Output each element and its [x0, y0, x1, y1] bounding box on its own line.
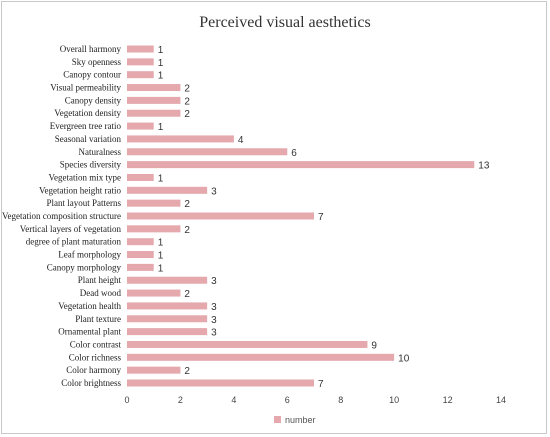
- data-label: 6: [291, 148, 297, 159]
- category-label: Overall harmony: [60, 44, 122, 54]
- data-label: 3: [211, 302, 217, 313]
- data-label: 2: [184, 96, 190, 107]
- data-label: 1: [158, 45, 164, 56]
- bar: [127, 199, 181, 207]
- chart-title: Perceived visual aesthetics: [199, 14, 371, 31]
- x-tick-label: 14: [496, 395, 506, 405]
- category-label: Plant height: [78, 275, 122, 285]
- x-tick-label: 8: [338, 395, 343, 405]
- data-label: 2: [184, 225, 190, 236]
- category-label: Species diversity: [60, 160, 122, 170]
- data-label: 2: [184, 366, 190, 377]
- data-label: 1: [158, 173, 164, 184]
- category-label: Visual permeability: [50, 83, 121, 93]
- x-tick-label: 6: [285, 395, 290, 405]
- category-label: Color richness: [69, 352, 122, 362]
- bar: [127, 302, 208, 310]
- bar: [127, 173, 154, 181]
- bar: [127, 148, 288, 156]
- category-label: Vertical layers of vegetation: [20, 224, 122, 234]
- x-tick-label: 10: [389, 395, 399, 405]
- data-label: 3: [211, 315, 217, 326]
- category-label: Dead wood: [80, 288, 122, 298]
- x-tick-label: 4: [231, 395, 236, 405]
- category-label: Plant layout Patterns: [47, 198, 122, 208]
- data-label: 1: [158, 263, 164, 274]
- category-label: Canopy density: [65, 95, 122, 105]
- data-label: 3: [211, 328, 217, 339]
- category-label: Leaf morphology: [58, 250, 121, 260]
- bar: [127, 45, 154, 53]
- data-label: 2: [184, 289, 190, 300]
- category-label: Color brightness: [61, 378, 121, 388]
- category-label: Vegetation health: [58, 301, 121, 311]
- category-label: Canopy contour: [63, 70, 121, 80]
- category-label: Seasonal variation: [55, 134, 122, 144]
- bar: [127, 263, 154, 271]
- legend: number: [274, 415, 316, 425]
- category-label: Vegetation composition structure: [2, 211, 121, 221]
- category-label: Plant texture: [75, 314, 121, 324]
- bar: [127, 161, 475, 169]
- bar: [127, 251, 154, 259]
- bar: [127, 71, 154, 79]
- bar: [127, 58, 154, 66]
- bar: [127, 340, 368, 348]
- category-label: Ornamental plant: [58, 327, 121, 337]
- bar: [127, 212, 314, 220]
- bar: [127, 225, 181, 233]
- category-label: Vegetation height ratio: [39, 185, 121, 195]
- bar: [127, 353, 395, 361]
- bar: [127, 122, 154, 130]
- data-label: 3: [211, 186, 217, 197]
- data-label: 1: [158, 251, 164, 262]
- category-labels: Overall harmony Sky openness Canopy contou…: [2, 44, 121, 388]
- bar: [127, 238, 154, 246]
- category-label: Canopy morphology: [47, 262, 122, 272]
- data-label: 2: [184, 109, 190, 120]
- data-label: 7: [318, 379, 324, 390]
- data-label: 1: [158, 71, 164, 82]
- bar: [127, 135, 234, 143]
- data-label: 4: [238, 135, 244, 146]
- data-label: 1: [158, 238, 164, 249]
- bar: [127, 315, 208, 323]
- category-label: Naturalness: [79, 147, 122, 157]
- data-label: 10: [398, 353, 410, 364]
- x-tick-label: 2: [178, 395, 183, 405]
- data-label: 7: [318, 212, 324, 223]
- bar: [127, 366, 181, 374]
- bar: [127, 109, 181, 117]
- x-tick-label: 0: [124, 395, 129, 405]
- bar: [127, 379, 314, 387]
- category-label: Color harmony: [66, 365, 121, 375]
- x-tick-label: 12: [443, 395, 453, 405]
- data-label: 3: [211, 276, 217, 287]
- bars: [127, 45, 475, 387]
- category-label: Sky openness: [72, 57, 122, 67]
- bar: [127, 186, 208, 194]
- data-label: 9: [371, 340, 377, 351]
- category-label: Vegetation mix type: [49, 172, 121, 182]
- bar: [127, 276, 208, 284]
- bar: [127, 289, 181, 297]
- bar: [127, 328, 208, 336]
- category-label: Evergreen tree ratio: [50, 121, 122, 131]
- data-label: 1: [158, 122, 164, 133]
- x-axis-ticks: 0 2 4 6 8 10 12 14: [124, 395, 506, 405]
- data-label: 13: [478, 161, 490, 172]
- data-label: 1: [158, 58, 164, 69]
- legend-swatch: [274, 416, 281, 423]
- category-label: Vegetation density: [54, 108, 121, 118]
- category-label: degree of plant maturation: [26, 237, 122, 247]
- category-label: Color contrast: [70, 339, 122, 349]
- bar: [127, 84, 181, 92]
- bar: [127, 96, 181, 104]
- legend-label: number: [285, 415, 316, 425]
- data-label: 2: [184, 84, 190, 95]
- data-label: 2: [184, 199, 190, 210]
